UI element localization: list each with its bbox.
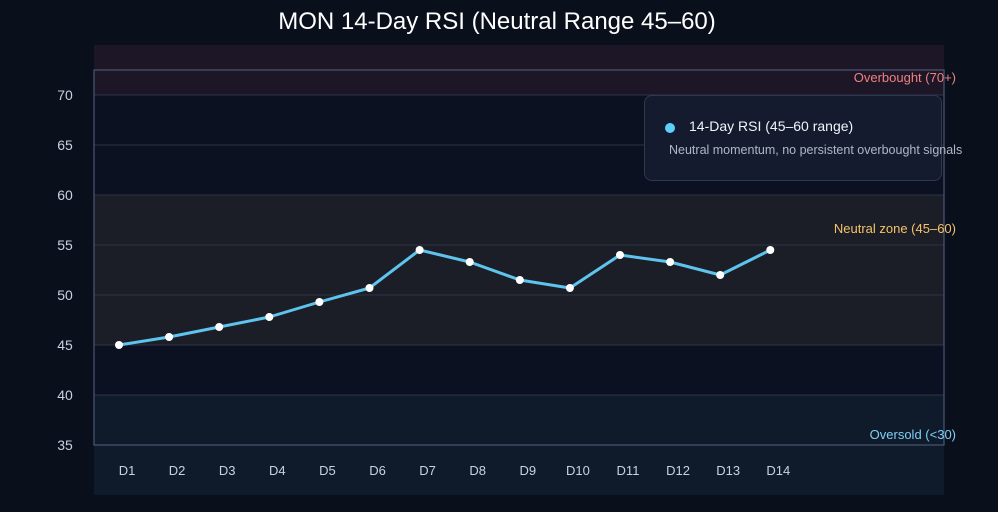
data-point	[265, 313, 274, 321]
band-label: Overbought (70+)	[854, 70, 956, 85]
x-tick-label: D3	[219, 463, 236, 478]
x-tick-label: D10	[566, 463, 590, 478]
band-1	[94, 195, 944, 345]
plot-border	[93, 69, 945, 446]
data-point	[165, 333, 174, 341]
band-label: Neutral zone (45–60)	[834, 221, 956, 236]
y-tick-label: 70	[57, 87, 73, 103]
data-point	[115, 341, 123, 349]
data-point	[766, 246, 775, 254]
series-dot-icon	[665, 123, 675, 133]
data-point	[565, 284, 574, 292]
data-point	[515, 276, 524, 284]
y-tick-label: 50	[57, 287, 73, 303]
data-point	[465, 258, 474, 266]
x-tick-label: D9	[519, 463, 536, 478]
band-label: Oversold (<30)	[870, 427, 956, 442]
x-tick-label: D5	[319, 463, 336, 478]
x-tick-label: D13	[716, 463, 740, 478]
x-tick-label: D12	[666, 463, 690, 478]
x-tick-label: D4	[269, 463, 286, 478]
data-point	[215, 323, 224, 331]
data-point	[716, 271, 725, 279]
tooltip-series: 14-Day RSI (45–60 range)	[689, 118, 854, 134]
y-tick-label: 35	[57, 437, 73, 453]
x-tick-label: D1	[119, 463, 136, 478]
x-tick-label: D8	[469, 463, 486, 478]
y-tick-label: 45	[57, 337, 73, 353]
x-axis-band	[94, 445, 944, 495]
data-point	[616, 251, 624, 259]
data-point	[415, 246, 424, 254]
tooltip: 14-Day RSI (45–60 range) Neutral momentu…	[644, 95, 962, 181]
data-point	[365, 284, 374, 292]
y-tick-label: 60	[57, 187, 73, 203]
data-point	[315, 298, 324, 306]
y-tick-label: 65	[57, 137, 73, 153]
x-tick-label: D6	[369, 463, 386, 478]
data-point	[666, 258, 675, 266]
x-tick-label: D11	[617, 463, 640, 478]
tooltip-note: Neutral momentum, no persistent overboug…	[669, 143, 963, 157]
x-tick-label: D7	[419, 463, 436, 478]
y-tick-label: 55	[57, 237, 73, 253]
band-2	[94, 395, 944, 445]
x-tick-label: D14	[766, 463, 790, 478]
series-line	[118, 248, 771, 347]
chart-title: MON 14-Day RSI (Neutral Range 45–60)	[278, 8, 716, 35]
y-tick-label: 40	[57, 387, 73, 403]
x-tick-label: D2	[169, 463, 186, 478]
